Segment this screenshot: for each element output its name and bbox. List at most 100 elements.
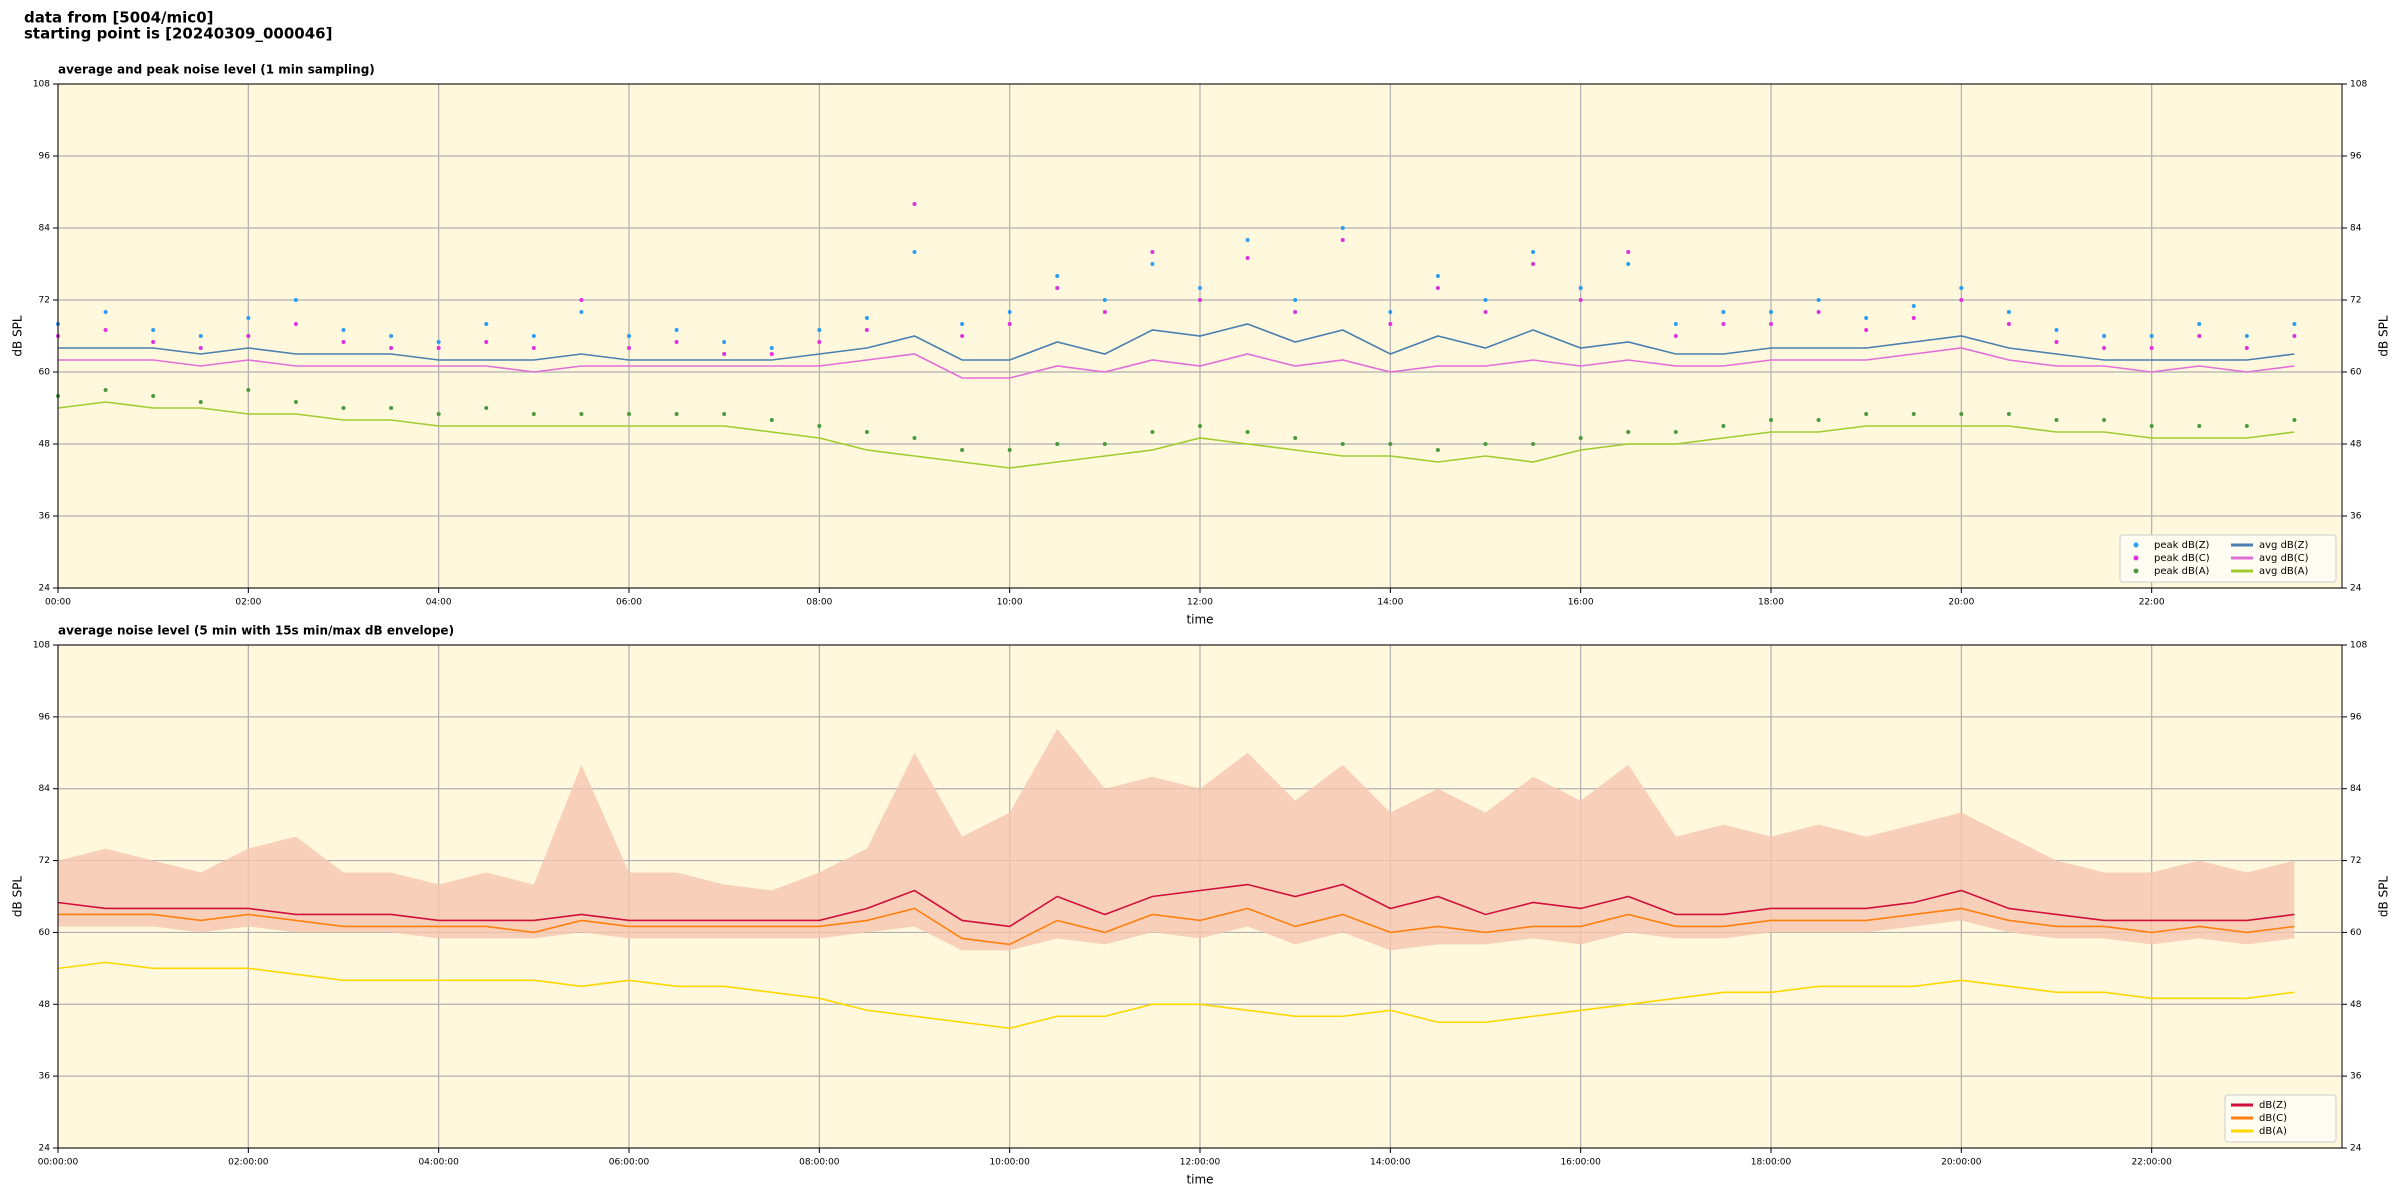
y-tick-label: 60 [2350, 368, 2362, 378]
peak-point [1911, 316, 1916, 320]
peak-point [1721, 322, 1726, 326]
peak-point [674, 412, 679, 416]
x-tick-label: 00:00:00 [38, 1158, 79, 1168]
y-tick-label: 48 [39, 1000, 51, 1010]
peak-point [960, 448, 965, 452]
y-tick-label: 36 [2350, 1072, 2362, 1082]
y-axis-label: dB SPL [11, 315, 25, 357]
peak-point [1578, 298, 1583, 302]
peak-point [579, 412, 584, 416]
peak-point [389, 334, 394, 338]
y-tick-label: 96 [39, 152, 51, 162]
x-tick-label: 02:00:00 [228, 1158, 269, 1168]
peak-point [1340, 238, 1345, 242]
peak-point [293, 400, 298, 404]
peak-point [1150, 430, 1155, 434]
y-tick-label: 48 [39, 440, 51, 450]
peak-point [341, 328, 346, 332]
peak-point [1864, 316, 1869, 320]
peak-point [2292, 334, 2297, 338]
peak-point [769, 418, 774, 422]
y-tick-label: 72 [2350, 296, 2361, 306]
peak-point [389, 346, 394, 350]
peak-point [1293, 298, 1298, 302]
peak-point [1959, 412, 1964, 416]
legend-label: peak dB(A) [2154, 566, 2210, 577]
peak-point [2244, 424, 2249, 428]
y-axis-label: dB SPL [2377, 876, 2391, 918]
legend-marker [2133, 555, 2139, 561]
peak-point [817, 340, 822, 344]
peak-point [2149, 346, 2154, 350]
peak-point [2244, 334, 2249, 338]
envelope [58, 728, 2295, 951]
x-tick-label: 14:00 [1377, 598, 1403, 608]
peak-point [2102, 346, 2107, 350]
peak-point [1959, 286, 1964, 290]
x-tick-label: 04:00:00 [418, 1158, 459, 1168]
y-tick-label: 84 [39, 224, 51, 234]
y-tick-label: 24 [39, 584, 51, 594]
peak-point [2006, 310, 2011, 314]
series-line [58, 347, 2295, 379]
peak-point [1531, 250, 1536, 254]
peak-point [1626, 430, 1631, 434]
legend-marker [2133, 568, 2139, 574]
peak-point [1959, 298, 1964, 302]
peak-point [246, 334, 251, 338]
peak-point [293, 298, 298, 302]
peak-point [912, 250, 917, 254]
peak-point [1245, 256, 1250, 260]
peak-point [960, 334, 965, 338]
series-line [57, 883, 2295, 928]
peak-point [2054, 418, 2059, 422]
peak-point [531, 412, 536, 416]
peak-point [1816, 298, 1821, 302]
peak-point [484, 406, 489, 410]
y-tick-label: 72 [2350, 856, 2361, 866]
chart-title: average and peak noise level (1 min samp… [58, 63, 375, 77]
peak-point [341, 406, 346, 410]
peak-point [1864, 328, 1869, 332]
peak-point [2102, 418, 2107, 422]
legend-label: avg dB(A) [2259, 566, 2309, 577]
peak-point [2197, 322, 2202, 326]
peak-point [1055, 442, 1060, 446]
x-tick-label: 02:00 [235, 598, 261, 608]
legend-label: dB(Z) [2259, 1100, 2287, 1111]
y-axis-label: dB SPL [2377, 315, 2391, 357]
peak-point [1435, 274, 1440, 278]
series-line [58, 907, 2295, 946]
peak-point [1198, 298, 1202, 302]
peak-point [1531, 262, 1536, 266]
y-tick-label: 108 [33, 80, 50, 90]
x-tick-label: 10:00:00 [989, 1158, 1030, 1168]
peak-point [2149, 334, 2154, 338]
peak-point [2102, 334, 2107, 338]
peak-point [1673, 334, 1678, 338]
peak-point [151, 328, 156, 332]
peak-point [674, 328, 679, 332]
peak-point [1388, 442, 1393, 446]
peak-point [864, 430, 869, 434]
peak-point [864, 328, 869, 332]
x-tick-label: 14:00:00 [1370, 1158, 1411, 1168]
legend-label: avg dB(C) [2259, 553, 2309, 564]
peak-point [1626, 262, 1631, 266]
peak-point [1673, 322, 1678, 326]
x-tick-label: 00:00 [45, 598, 71, 608]
peak-point [1150, 262, 1155, 266]
peak-point [1388, 310, 1393, 314]
peak-point [1578, 286, 1583, 290]
x-tick-label: 16:00:00 [1560, 1158, 1601, 1168]
peak-point [1626, 250, 1631, 254]
peak-point [198, 400, 203, 404]
x-tick-label: 06:00:00 [609, 1158, 650, 1168]
header-line: starting point is [20240309_000046] [24, 25, 332, 43]
legend-label: peak dB(C) [2154, 553, 2210, 564]
peak-point [531, 334, 536, 338]
peak-point [579, 310, 584, 314]
y-tick-label: 96 [2350, 712, 2362, 722]
peak-point [817, 424, 822, 428]
